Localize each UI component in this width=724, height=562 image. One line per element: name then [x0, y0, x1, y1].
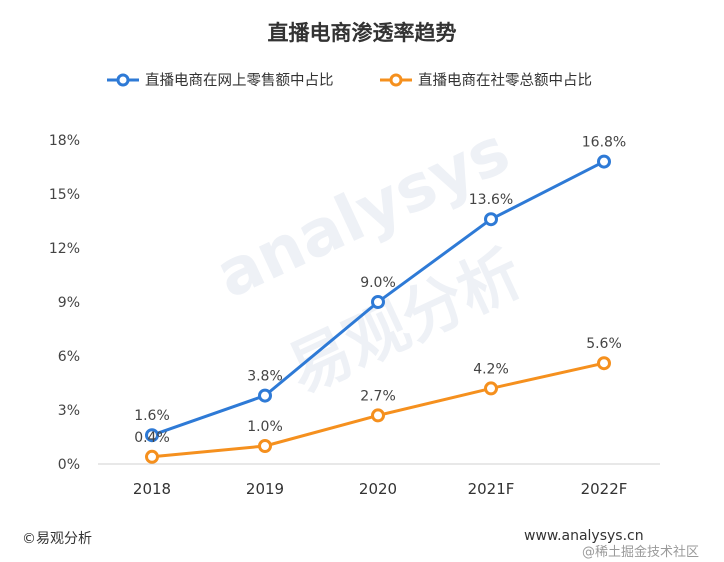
data-point	[597, 154, 611, 169]
x-tick-label: 2021F	[468, 480, 515, 498]
series-1: 0.4% 1.0% 2.7% 4.2% 5.6%	[134, 336, 622, 464]
data-point	[258, 439, 272, 453]
y-tick-label: 3%	[58, 403, 80, 419]
series-group: 1.6% 3.8% 9.0% 13.6% 16.8% 0.4% 1.0% 2.7% 4.2% 5.…	[134, 135, 626, 464]
series-0: 1.6% 3.8% 9.0% 13.6% 16.8%	[134, 135, 626, 443]
data-point	[597, 356, 611, 371]
legend: 直播电商在网上零售额中占比 直播电商在社零总额中占比	[107, 72, 592, 89]
data-label: 3.8%	[247, 369, 283, 385]
data-label: 16.8%	[582, 135, 626, 151]
data-label: 13.6%	[469, 192, 513, 208]
data-label: 1.0%	[247, 419, 283, 435]
data-label: 4.2%	[473, 361, 509, 377]
y-tick-label: 12%	[49, 241, 80, 257]
y-tick-label: 18%	[49, 133, 80, 149]
data-point	[258, 388, 272, 403]
data-point	[484, 381, 498, 396]
x-axis: 2018 2019 2020 2021F 2022F	[133, 480, 628, 498]
x-tick-label: 2022F	[581, 480, 628, 498]
legend-marker-retail	[389, 73, 403, 87]
legend-label-retail: 直播电商在社零总额中占比	[418, 72, 592, 89]
legend-marker-online	[116, 73, 130, 87]
y-tick-label: 0%	[58, 457, 80, 473]
legend-item-retail: 直播电商在社零总额中占比	[380, 72, 592, 89]
y-tick-label: 9%	[58, 295, 80, 311]
data-label: 0.4%	[134, 430, 170, 446]
y-tick-label: 15%	[49, 187, 80, 203]
legend-item-online: 直播电商在网上零售额中占比	[107, 72, 334, 89]
data-point	[371, 295, 385, 309]
data-label: 5.6%	[586, 336, 622, 352]
data-label: 9.0%	[360, 275, 396, 291]
data-label: 2.7%	[360, 388, 396, 404]
data-point	[371, 408, 385, 423]
data-point	[484, 212, 498, 227]
x-tick-label: 2019	[246, 480, 284, 498]
source-label: ©易观分析	[22, 531, 92, 547]
platform-watermark: @稀土掘金技术社区	[582, 545, 700, 560]
data-point	[145, 428, 159, 443]
chart-title: 直播电商渗透率趋势	[268, 21, 457, 45]
x-tick-label: 2018	[133, 480, 171, 498]
legend-label-online: 直播电商在网上零售额中占比	[145, 72, 334, 89]
x-tick-label: 2020	[359, 480, 397, 498]
website-label: www.analysys.cn	[524, 528, 644, 544]
data-point	[145, 449, 159, 464]
y-tick-label: 6%	[58, 349, 80, 365]
y-axis: 0% 3% 6% 9% 12% 15% 18%	[49, 133, 80, 473]
data-label: 1.6%	[134, 408, 170, 424]
